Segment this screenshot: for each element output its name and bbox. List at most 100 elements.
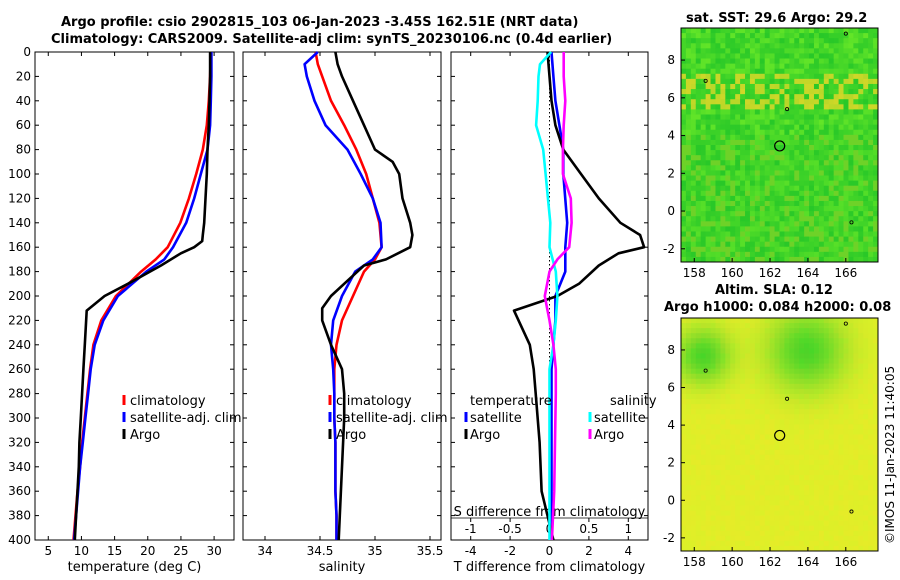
- heatmap-cell: [833, 109, 839, 115]
- heatmap-cell: [833, 328, 839, 334]
- heatmap-cell: [858, 434, 864, 440]
- heatmap-cell: [759, 363, 766, 370]
- heatmap-cell: [705, 343, 711, 349]
- heatmap-cell: [789, 520, 795, 527]
- legend-label: climatology: [336, 394, 412, 409]
- heatmap-cell: [769, 424, 775, 430]
- heatmap-cell: [740, 348, 746, 354]
- heatmap-cell: [794, 190, 800, 197]
- heatmap-cell: [725, 500, 731, 506]
- heatmap-cell: [833, 545, 839, 552]
- heatmap-cell: [873, 185, 879, 192]
- heatmap-cell: [809, 195, 815, 202]
- heatmap-cell: [804, 510, 810, 516]
- heatmap-cell: [710, 378, 716, 385]
- heatmap-cell: [710, 216, 716, 222]
- heatmap-cell: [838, 28, 844, 34]
- heatmap-cell: [804, 160, 810, 166]
- heatmap-cell: [863, 83, 869, 90]
- heatmap-cell: [843, 206, 849, 212]
- heatmap-cell: [769, 68, 775, 75]
- heatmap-cell: [705, 175, 711, 182]
- heatmap-cell: [833, 134, 839, 141]
- heatmap-cell: [789, 241, 795, 248]
- heatmap-cell: [745, 170, 751, 176]
- heatmap-cell: [838, 328, 844, 334]
- heatmap-cell: [715, 409, 721, 415]
- heatmap-cell: [833, 434, 839, 440]
- heatmap-cell: [858, 368, 864, 375]
- heatmap-cell: [715, 540, 721, 547]
- heatmap-cell: [681, 348, 687, 354]
- heatmap-cell: [799, 358, 805, 364]
- heatmap-cell: [725, 469, 731, 476]
- heatmap-cell: [843, 160, 849, 166]
- heatmap-cell: [813, 414, 820, 420]
- x-tick-label: 15: [107, 544, 122, 558]
- heatmap-cell: [873, 68, 879, 75]
- heatmap-cell: [828, 145, 835, 151]
- heatmap-cell: [804, 43, 810, 49]
- heatmap-cell: [848, 58, 854, 65]
- heatmap-cell: [754, 399, 761, 405]
- heatmap-cell: [833, 94, 839, 100]
- heatmap-cell: [823, 78, 830, 85]
- heatmap-cell: [779, 114, 785, 120]
- heatmap-cell: [794, 73, 800, 80]
- heatmap-cell: [769, 318, 775, 324]
- heatmap-cell: [764, 134, 771, 141]
- heatmap-cell: [809, 328, 815, 334]
- heatmap-cell: [794, 515, 800, 522]
- heatmap-cell: [863, 185, 869, 192]
- heatmap-cell: [843, 73, 849, 80]
- heatmap-cell: [843, 535, 849, 542]
- heatmap-cell: [873, 33, 879, 39]
- heatmap-cell: [873, 343, 879, 349]
- heatmap-cell: [720, 38, 726, 44]
- heatmap-cell: [863, 409, 869, 415]
- heatmap-cell: [848, 200, 854, 207]
- heatmap-cell: [843, 368, 849, 375]
- heatmap-cell: [784, 434, 790, 440]
- heatmap-cell: [700, 485, 707, 491]
- heatmap-cell: [804, 226, 810, 232]
- heatmap-cell: [730, 104, 736, 110]
- heatmap-cell: [759, 505, 766, 511]
- heatmap-cell: [774, 495, 780, 501]
- heatmap-cell: [720, 119, 726, 126]
- heatmap-cell: [730, 68, 736, 75]
- heatmap-cell: [863, 480, 869, 486]
- heatmap-cell: [730, 434, 736, 440]
- heatmap-cell: [700, 449, 707, 456]
- heatmap-cell: [690, 378, 697, 385]
- heatmap-cell: [681, 449, 687, 456]
- heatmap-cell: [799, 236, 805, 243]
- heatmap-cell: [730, 439, 736, 446]
- heatmap-cell: [853, 94, 859, 100]
- heatmap-cell: [681, 139, 687, 146]
- heatmap-cell: [720, 28, 726, 34]
- heatmap-cell: [818, 429, 825, 435]
- heatmap-cell: [873, 439, 879, 446]
- heatmap-cell: [784, 535, 790, 542]
- heatmap-cell: [681, 525, 687, 532]
- heatmap-cell: [735, 520, 741, 527]
- heatmap-cell: [735, 449, 741, 456]
- heatmap-cell: [735, 409, 741, 415]
- heatmap-cell: [848, 388, 854, 395]
- map-y-tick-label: 8: [667, 343, 675, 357]
- heatmap-cell: [764, 114, 771, 120]
- heatmap-cell: [779, 211, 785, 217]
- heatmap-cell: [833, 368, 839, 375]
- legend-label: satellite-adj. clim: [336, 411, 448, 426]
- heatmap-cell: [789, 89, 795, 95]
- heatmap-cell: [725, 78, 731, 85]
- heatmap-cell: [784, 338, 790, 344]
- heatmap-cell: [715, 190, 721, 197]
- heatmap-cell: [715, 393, 721, 400]
- heatmap-cell: [779, 175, 785, 182]
- heatmap-cell: [720, 185, 726, 192]
- heatmap-cell: [799, 150, 805, 156]
- heatmap-cell: [754, 358, 761, 364]
- heatmap-cell: [764, 226, 771, 232]
